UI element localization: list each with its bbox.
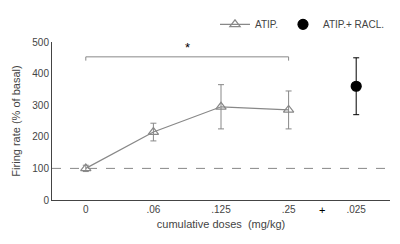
svg-text:.06: .06: [146, 204, 160, 215]
svg-text:ATIP.: ATIP.: [255, 19, 278, 30]
svg-text:200: 200: [32, 131, 49, 142]
svg-text:100: 100: [32, 163, 49, 174]
svg-text:*: *: [185, 40, 190, 55]
svg-text:+: +: [319, 204, 325, 216]
svg-text:500: 500: [32, 37, 49, 48]
svg-text:.025: .025: [346, 204, 366, 215]
svg-text:Firing rate (% of basal): Firing rate (% of basal): [10, 65, 22, 176]
svg-text:.25: .25: [282, 204, 296, 215]
svg-text:0: 0: [83, 204, 89, 215]
svg-text:0: 0: [43, 195, 49, 206]
svg-text:cumulative doses (mg/kg): cumulative doses (mg/kg): [157, 218, 285, 230]
svg-text:400: 400: [32, 68, 49, 79]
svg-text:ATIP.+ RACL.: ATIP.+ RACL.: [323, 19, 384, 30]
svg-text:.125: .125: [211, 204, 231, 215]
svg-text:300: 300: [32, 100, 49, 111]
